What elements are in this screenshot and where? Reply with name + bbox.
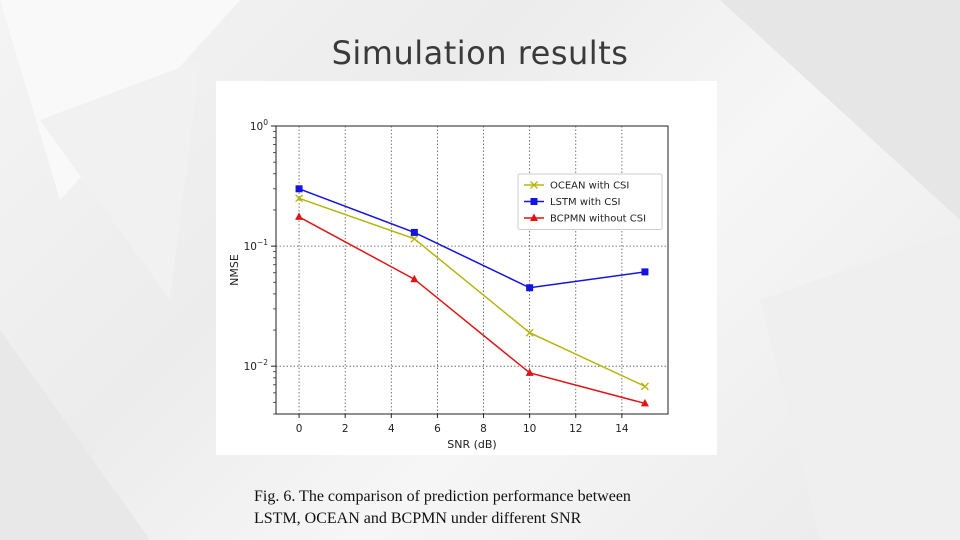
series-2-point [410,274,419,283]
chart-figure: 0 2 4 6 8 10 12 14 100 10−1 10−2 SNR (dB) NMSE OCEAN … [216,81,717,455]
y-tick-label: 10−2 [244,358,269,373]
series-0-point [410,234,419,243]
series-0-point [295,194,304,203]
series-2-point [640,398,649,407]
series-1-point [410,228,418,236]
series-line-1 [298,188,646,289]
series-1-point [526,284,534,292]
series-0-point [640,382,649,391]
series-line-2 [298,216,646,405]
x-tick-label: 4 [388,423,395,435]
series-line-0 [298,197,646,388]
legend-label: LSTM with CSI [550,197,621,208]
nmse-chart: 0 2 4 6 8 10 12 14 100 10−1 10−2 SNR (dB) NMSE OCEAN … [228,118,669,451]
y-tick-label: 100 [250,118,268,133]
x-tick-label: 12 [569,423,582,435]
caption-line-2: LSTM, OCEAN and BCPMN under different SN… [254,510,582,527]
legend-label: BCPMN without CSI [550,214,646,225]
x-tick-label: 14 [615,423,629,435]
y-axis-label: NMSE [228,254,241,286]
legend-label: OCEAN with CSI [550,181,629,192]
legend-box [517,173,663,230]
slide-title: Simulation results [331,34,629,72]
legend-marker [530,198,538,205]
series-2-point [295,212,304,220]
legend-marker [530,213,538,221]
legend-marker [530,181,538,189]
series-0-point [525,328,534,337]
x-axis-label: SNR (dB) [447,438,496,451]
series-2-point [525,368,534,376]
figure-caption: Fig. 6. The comparison of prediction per… [254,486,714,530]
x-tick-label: 2 [342,423,349,435]
x-tick-label: 6 [434,423,441,435]
y-tick-label: 10−1 [244,238,269,253]
plot-frame [275,125,669,415]
series-1-point [641,268,649,276]
series-1-point [295,185,303,193]
x-tick-label: 10 [523,423,536,435]
x-tick-label: 0 [296,423,303,435]
x-tick-label: 8 [480,423,487,435]
caption-line-1: Fig. 6. The comparison of prediction per… [254,488,631,505]
